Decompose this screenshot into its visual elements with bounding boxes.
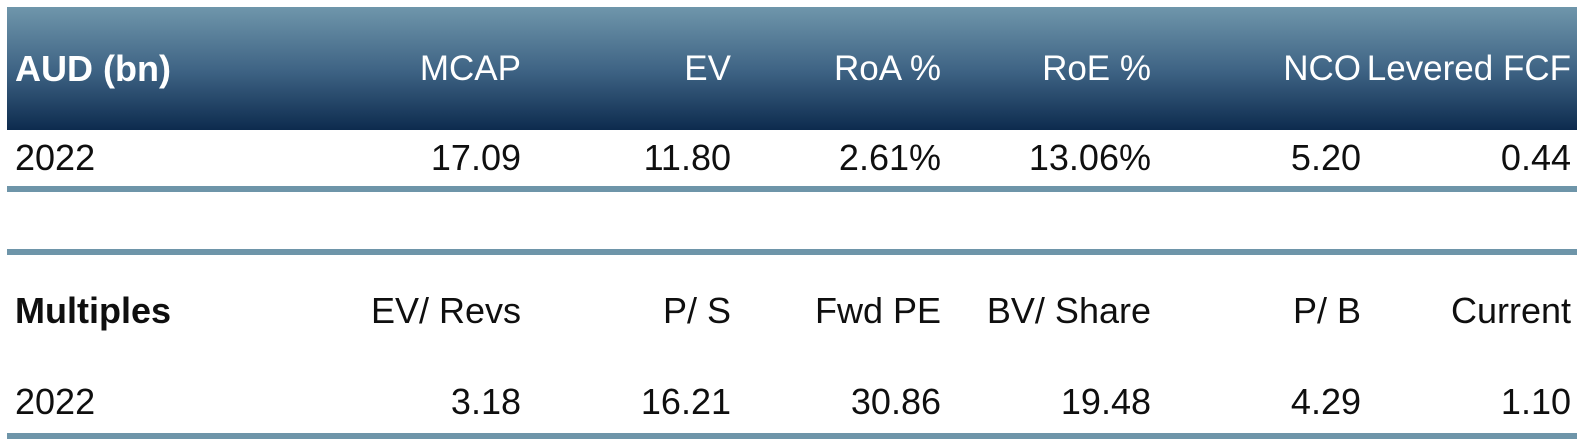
column-header-p-s: P/ S — [662, 290, 731, 331]
column-header-bv-share: BV/ Share — [986, 290, 1151, 331]
cell-nco: 5.20 — [1290, 137, 1361, 178]
cell-mcap: 17.09 — [430, 137, 521, 178]
column-header-roe: RoE % — [1042, 48, 1151, 88]
column-header-fwd-pe: Fwd PE — [814, 290, 941, 331]
cell-p-b: 4.29 — [1290, 380, 1361, 422]
column-header-mcap: MCAP — [419, 48, 521, 88]
cell-bv-share: 19.48 — [1060, 380, 1151, 422]
divider-rule-bottom — [7, 433, 1577, 439]
cell-p-s: 16.21 — [640, 380, 731, 422]
cell-current: 1.10 — [1500, 380, 1571, 422]
column-header-current: Current — [1450, 290, 1571, 331]
column-header-ev: EV — [684, 48, 731, 88]
column-header-p-b: P/ B — [1292, 290, 1361, 331]
multiples-table-header-row: Multiples EV/ Revs P/ S Fwd PE BV/ Share… — [7, 255, 1577, 367]
column-header-roa: RoA % — [834, 48, 941, 88]
cell-levered-fcf: 0.44 — [1500, 137, 1571, 178]
multiples-table-title: Multiples — [15, 290, 172, 331]
aud-table-header-row: AUD (bn) MCAP EV RoA % RoE % NCO Levered… — [7, 7, 1577, 130]
column-header-nco: NCO — [1283, 48, 1361, 88]
cell-ev: 11.80 — [643, 137, 731, 178]
multiples-table-row-2022: 2022 3.18 16.21 30.86 19.48 4.29 1.10 — [7, 370, 1577, 433]
cell-ev-revs: 3.18 — [450, 380, 521, 422]
aud-table-row-2022: 2022 17.09 11.80 2.61% 13.06% 5.20 0.44 — [7, 130, 1577, 186]
column-header-levered-fcf: Levered FCF — [1366, 48, 1571, 88]
cell-fwd-pe: 30.86 — [850, 380, 941, 422]
divider-rule-top — [7, 186, 1577, 192]
column-header-ev-revs: EV/ Revs — [370, 290, 521, 331]
row-label-year: 2022 — [15, 137, 96, 178]
divider-rule-middle — [7, 249, 1577, 255]
aud-table-title: AUD (bn) — [15, 47, 171, 89]
row-label-year: 2022 — [15, 380, 96, 422]
cell-roe: 13.06% — [1028, 137, 1151, 178]
cell-roa: 2.61% — [838, 137, 941, 178]
